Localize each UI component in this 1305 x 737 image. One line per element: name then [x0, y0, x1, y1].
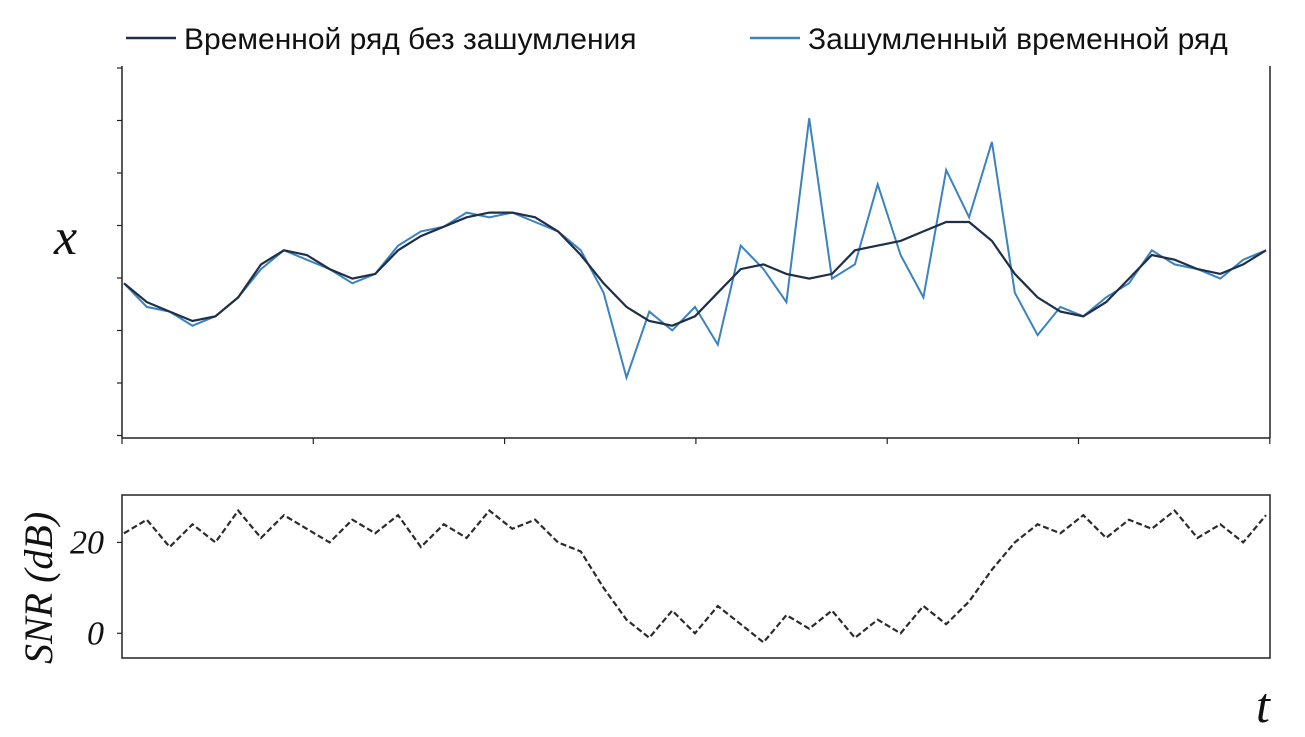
legend-label-noisy: Зашумленный временной ряд — [808, 23, 1228, 56]
series-line-snr — [123, 508, 1267, 644]
series-line-clean — [123, 211, 1267, 327]
bottom-panel-y-ticks: 0 20 — [70, 524, 122, 652]
y-axis-label-x: x — [53, 209, 77, 266]
y-axis-label-snr: SNR (dB) — [16, 512, 61, 664]
top-panel-x-ticks — [121, 438, 1271, 444]
x-axis-label-t: t — [1256, 677, 1271, 733]
series-line-noisy — [123, 118, 1267, 382]
top-panel-y-ticks — [117, 67, 122, 437]
y-tick-label: 20 — [70, 524, 104, 561]
bottom-panel-frame — [121, 494, 1271, 659]
top-panel: x — [53, 66, 1271, 444]
legend: Временной ряд без зашумления Зашумленный… — [126, 23, 1228, 56]
bottom-panel: 0 20 SNR (dB) — [16, 494, 1271, 664]
legend-label-clean: Временной ряд без зашумления — [184, 23, 637, 56]
y-tick-label: 0 — [87, 615, 104, 652]
